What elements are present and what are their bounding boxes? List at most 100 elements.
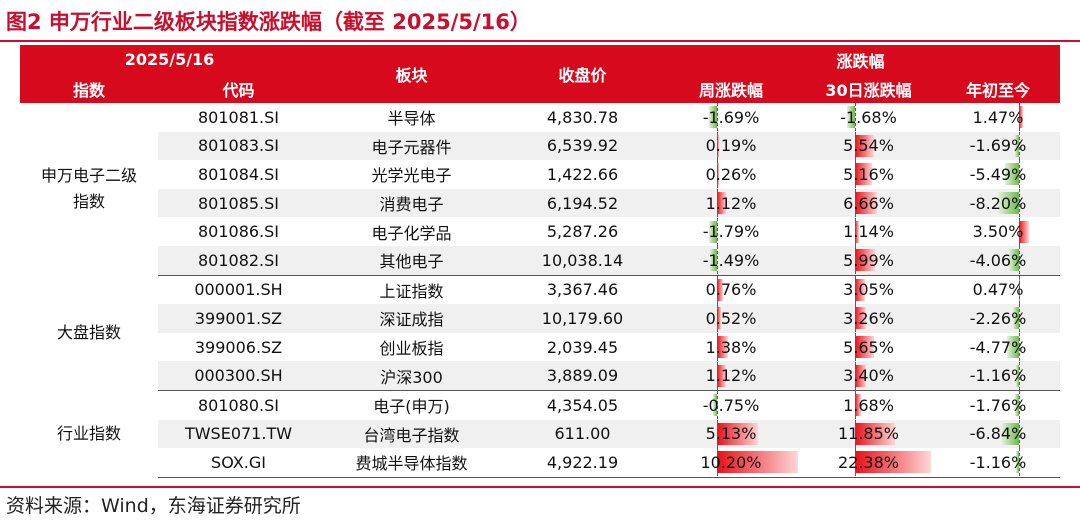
- header-code: 代码: [158, 74, 319, 103]
- sector-cell: 台湾电子指数: [319, 419, 504, 449]
- ytd-change-value: 0.47%: [972, 280, 1024, 300]
- figure-title: 图2 申万行业二级板块指数涨跌幅（截至 2025/5/16）: [6, 10, 531, 34]
- close-cell: 3,367.46: [546, 280, 619, 300]
- table-row: 申万电子二级 指数 801081.SI 半导体 4,830.78 -1.69% -1.68…: [20, 103, 1060, 276]
- ytd-change-cell: -1.76%: [936, 390, 1060, 420]
- ytd-zero-axis: [1019, 275, 1021, 304]
- group-label: 行业指数: [20, 390, 158, 478]
- d30-change-cell: 6.66%: [801, 188, 936, 218]
- week-change-bar: [717, 364, 726, 387]
- week-change-cell: 0.76%: [661, 275, 801, 304]
- week-change-cell: -1.69%: [661, 103, 801, 132]
- header-row-2: 指数 代码 周涨跌幅 30日涨跌幅 年初至今: [20, 74, 1061, 103]
- week-change-cell: 1.12%: [661, 188, 801, 218]
- d30-change-value: 3.05%: [843, 280, 894, 300]
- code-cell: 801084.SI: [197, 164, 280, 184]
- ytd-change-value: -1.69%: [969, 136, 1027, 156]
- d30-zero-axis: [855, 103, 856, 132]
- ytd-change-cell: -1.69%: [936, 131, 1061, 161]
- ytd-change-value: -6.84%: [969, 424, 1027, 444]
- header-sector: 板块: [319, 45, 504, 103]
- d30-change-value: 3.40%: [843, 366, 894, 386]
- ytd-change-cell: 1.47%: [936, 103, 1060, 132]
- d30-change-value: 3.26%: [843, 308, 894, 328]
- sector-cell: 创业板指: [379, 339, 444, 359]
- sector-cell: 光学光电子: [371, 166, 452, 186]
- week-change-bar: [710, 249, 717, 272]
- week-zero-axis: [717, 217, 718, 246]
- ytd-zero-axis: [1019, 448, 1021, 477]
- d30-change-value: -1.68%: [840, 107, 897, 127]
- ytd-change-cell: 3.50%: [936, 217, 1060, 246]
- week-change-cell: 1.38%: [661, 333, 801, 362]
- d30-zero-axis: [855, 131, 856, 160]
- ytd-change-value: -1.16%: [969, 366, 1027, 386]
- d30-change-value: 5.16%: [843, 164, 894, 184]
- d30-change-bar: [855, 422, 896, 445]
- week-change-value: 0.76%: [705, 280, 757, 300]
- d30-zero-axis: [855, 275, 856, 304]
- week-zero-axis: [717, 103, 718, 132]
- d30-change-cell: 5.54%: [801, 131, 936, 161]
- week-zero-axis: [717, 333, 718, 362]
- close-cell: 611.00: [504, 419, 661, 449]
- code-cell: 801085.SI: [158, 188, 319, 218]
- code-cell: 000300.SH: [158, 361, 319, 391]
- d30-zero-axis: [855, 448, 856, 477]
- code-cell: 801082.SI: [158, 245, 319, 276]
- ytd-change-bar: [1016, 364, 1020, 387]
- sector-cell: 上证指数: [379, 281, 444, 301]
- d30-change-cell: -1.68%: [801, 103, 936, 132]
- ytd-change-cell: -6.84%: [936, 419, 1061, 449]
- d30-zero-axis: [855, 160, 856, 189]
- ytd-change-bar: [1008, 249, 1020, 272]
- ytd-change-value: -4.06%: [969, 250, 1027, 270]
- close-cell: 6,194.52: [504, 188, 661, 218]
- d30-change-cell: 5.16%: [801, 160, 936, 189]
- code-cell: 801083.SI: [158, 131, 319, 161]
- d30-change-cell: 3.40%: [801, 361, 936, 391]
- ytd-change-bar: [1016, 451, 1020, 474]
- table-body: 申万电子二级 指数 801081.SI 半导体 4,830.78 -1.69% -1.68…: [20, 103, 1061, 478]
- d30-change-cell: 3.26%: [801, 304, 936, 333]
- d30-change-value: 22.38%: [837, 452, 899, 472]
- ytd-change-value: -1.76%: [969, 395, 1027, 415]
- week-change-cell: -1.79%: [661, 217, 801, 246]
- group-label: 申万电子二级 指数: [20, 103, 158, 276]
- ytd-zero-axis: [1019, 333, 1021, 362]
- code-cell: 399001.SZ: [158, 304, 319, 333]
- table-row: 801085.SI 消费电子 6,194.52 1.12% 6.66% -8.20%: [20, 188, 1061, 218]
- header-week: 周涨跌幅: [661, 74, 801, 103]
- ytd-change-cell: -1.16%: [936, 361, 1061, 391]
- ytd-change-value: -1.16%: [969, 452, 1027, 472]
- group-label: 大盘指数: [20, 275, 158, 391]
- d30-change-cell: 1.14%: [801, 217, 936, 246]
- ytd-change-bar: [1004, 163, 1020, 186]
- week-change-value: 1.38%: [705, 337, 757, 357]
- sector-cell: 电子化学品: [371, 223, 452, 243]
- week-change-value: 1.12%: [705, 366, 757, 386]
- sector-cell: 消费电子: [319, 188, 504, 218]
- ytd-zero-axis: [1019, 189, 1021, 218]
- sector-cell: 费城半导体指数: [319, 448, 504, 478]
- d30-change-bar: [855, 134, 874, 157]
- ytd-change-bar: [1019, 106, 1024, 129]
- sector-cell: 深证成指: [319, 304, 504, 333]
- week-change-value: -1.49%: [702, 250, 760, 270]
- header-date: 2025/5/16: [20, 45, 319, 74]
- ytd-zero-axis: [1019, 131, 1021, 160]
- header-30d: 30日涨跌幅: [801, 74, 936, 103]
- d30-change-bar: [846, 106, 855, 129]
- d30-zero-axis: [855, 391, 856, 420]
- d30-change-cell: 1.68%: [801, 390, 936, 420]
- ytd-change-cell: -4.77%: [936, 333, 1060, 362]
- week-zero-axis: [717, 189, 718, 218]
- sector-cell: 电子(申万): [373, 397, 450, 417]
- close-cell: 1,422.66: [546, 164, 619, 184]
- d30-change-bar: [855, 249, 876, 272]
- week-change-value: 10.20%: [700, 452, 762, 472]
- week-change-bar: [717, 307, 722, 330]
- ytd-change-cell: -4.06%: [936, 245, 1061, 276]
- d30-zero-axis: [855, 304, 856, 333]
- code-cell: 801080.SI: [197, 395, 280, 415]
